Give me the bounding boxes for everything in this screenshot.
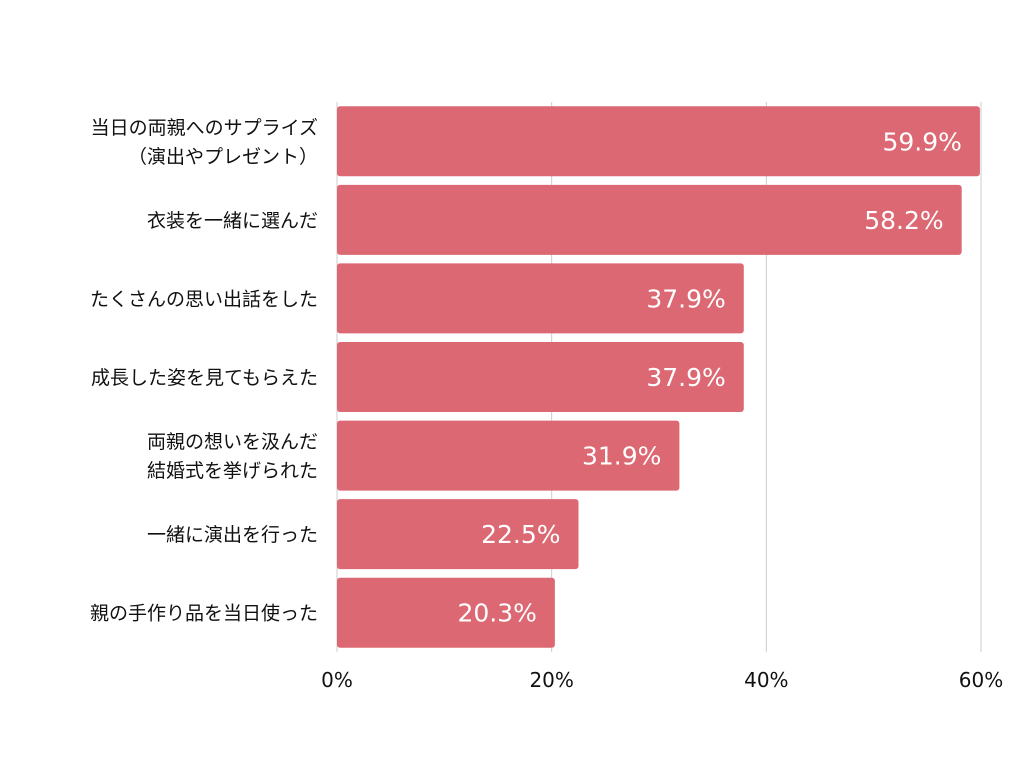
bar [337, 342, 744, 412]
bar [337, 106, 980, 177]
bar [337, 184, 962, 255]
bar-value-label: 59.9% [883, 127, 962, 156]
x-tick-label: 20% [529, 668, 573, 692]
bar-value-label: 31.9% [582, 442, 661, 471]
category-label: （演出やプレゼント） [128, 146, 318, 168]
bar-value-label: 37.9% [646, 284, 725, 313]
x-tick-label: 60% [959, 668, 1003, 692]
bar-value-label: 37.9% [646, 363, 725, 392]
category-labels: 当日の両親へのサプライズ （演出やプレゼント） 衣装を一緒に選んだたくさんの思い出話… [90, 117, 318, 625]
category-label: 衣装を一緒に選んだ [147, 210, 318, 232]
bar-value-label: 58.2% [864, 206, 943, 235]
x-axis-ticks: 0% 20% 40% 60% [321, 668, 1003, 692]
category-label: 一緒に演出を行った [147, 524, 318, 546]
bar [337, 499, 579, 570]
bars: 59.9% 58.2% 37.9% 37.9% 31.9% 22.5% 20.3% [337, 106, 980, 648]
category-label: たくさんの思い出話をした [90, 288, 318, 310]
bar-value-label: 22.5% [481, 520, 560, 549]
bar-value-label: 20.3% [457, 599, 536, 628]
category-label: 成長した姿を見てもらえた [91, 367, 318, 389]
bar [337, 420, 680, 491]
category-label: 親の手作り品を当日使った [90, 603, 318, 625]
category-label: 結婚式を挙げられた [147, 460, 318, 482]
x-tick-label: 0% [321, 668, 353, 692]
category-label: 両親の想いを汲んだ [147, 431, 318, 453]
category-label: 当日の両親へのサプライズ [91, 117, 318, 139]
x-tick-label: 40% [744, 668, 788, 692]
bar [337, 577, 555, 648]
bar [337, 263, 744, 334]
